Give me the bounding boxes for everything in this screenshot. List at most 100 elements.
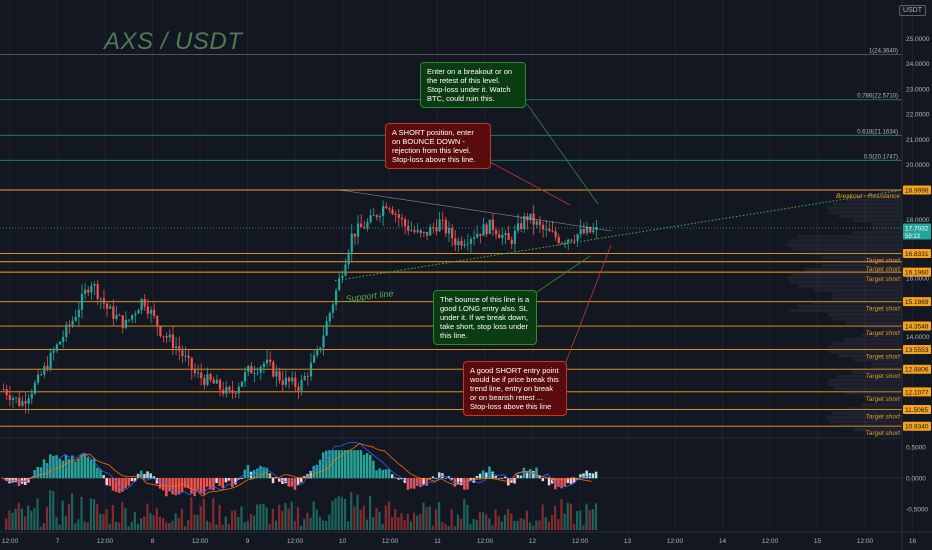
osc-histogram-bar — [337, 450, 341, 479]
level-label: Target short — [866, 276, 902, 283]
volume-bar — [262, 503, 265, 530]
volume-bar — [83, 521, 86, 530]
volume-profile-bar — [788, 308, 902, 313]
candle-body — [582, 229, 585, 234]
osc-histogram-bar — [456, 478, 460, 485]
candle-body — [203, 378, 206, 385]
osc-histogram-bar — [199, 478, 203, 494]
candle-body — [2, 389, 5, 390]
candle-body — [297, 386, 300, 391]
volume-bar — [519, 518, 522, 530]
osc-histogram-bar — [356, 450, 359, 479]
osc-histogram-bar — [118, 478, 121, 493]
volume-bar — [234, 510, 237, 530]
volume-bar — [246, 520, 249, 530]
volume-bar — [290, 501, 293, 530]
osc-histogram-bar — [343, 450, 347, 479]
volume-profile-bar — [789, 239, 902, 243]
volume-bar — [560, 499, 563, 530]
volume-bar — [563, 513, 566, 530]
osc-histogram-bar — [340, 450, 344, 479]
candle-body — [476, 233, 479, 238]
level-label: Target short — [866, 257, 902, 264]
volume-bar — [403, 520, 406, 530]
volume-profile-bar — [804, 267, 902, 272]
osc-histogram-bar — [541, 478, 545, 482]
osc-histogram-bar — [450, 478, 454, 480]
osc-histogram-bar — [516, 474, 519, 479]
candle-body — [206, 374, 209, 385]
volume-profile-bar — [832, 292, 902, 296]
candle-body — [438, 219, 441, 232]
volume-bar — [86, 522, 89, 530]
volume-bar — [447, 526, 450, 530]
volume-bar — [431, 525, 434, 530]
osc-histogram-bar — [77, 458, 80, 479]
candle-body — [535, 221, 538, 225]
volume-bar — [281, 510, 284, 530]
osc-histogram-bar — [281, 478, 284, 484]
osc-histogram-bar — [403, 478, 407, 483]
candle-body — [447, 228, 451, 234]
volume-bar — [434, 508, 438, 530]
price-tag — [903, 267, 931, 277]
x-tick-label: 13 — [624, 538, 632, 545]
volume-profile-bar — [812, 300, 902, 305]
osc-histogram-bar — [459, 478, 463, 486]
volume-bar — [155, 507, 158, 530]
candle-body — [429, 227, 432, 236]
currency-badge[interactable]: USDT — [898, 5, 926, 16]
candle-body — [190, 357, 193, 370]
osc-histogram-bar — [478, 473, 482, 479]
candle-body — [68, 324, 71, 326]
osc-histogram-bar — [130, 478, 134, 482]
candle-body — [463, 244, 466, 246]
volume-bar — [412, 512, 416, 530]
y-tick-label: 22.0000 — [906, 112, 930, 119]
volume-bar — [8, 510, 11, 530]
candle-body — [294, 377, 297, 387]
annotation-short-rejection[interactable]: A SHORT position, enter on BOUNCE DOWN -… — [385, 123, 491, 169]
volume-bar — [507, 509, 510, 530]
candle-body — [501, 234, 504, 238]
volume-bar — [494, 509, 497, 530]
x-tick-label: 11 — [434, 538, 441, 545]
candle-body — [215, 379, 218, 384]
osc-histogram-bar — [196, 478, 199, 490]
volume-bar — [469, 524, 472, 530]
annotation-breakout-entry[interactable]: Enter on a breakout or on the retest of … — [420, 62, 526, 108]
volume-profile-bar — [870, 366, 902, 370]
osc-histogram-bar — [406, 478, 410, 490]
candle-body — [84, 289, 87, 294]
pointer-short — [489, 161, 571, 206]
volume-profile-bar — [852, 231, 902, 235]
annotation-short-trendline-break[interactable]: A good SHORT entry point would be if pri… — [463, 361, 567, 416]
volume-bar — [158, 516, 162, 530]
volume-profile-bar — [832, 341, 902, 346]
candle-body — [237, 386, 240, 394]
candle-body — [494, 229, 498, 235]
fib-label: 1(24.3640) — [869, 48, 898, 54]
volume-bar — [271, 508, 274, 530]
level-label: Target short — [866, 353, 902, 360]
candle-body — [231, 390, 234, 393]
candle-body — [331, 304, 335, 313]
volume-bar — [438, 502, 441, 530]
candle-body — [77, 309, 80, 318]
annotation-support-bounce[interactable]: The bounce of this line is a good LONG e… — [433, 290, 537, 345]
volume-bar — [356, 494, 359, 530]
level-label: Target short — [866, 373, 902, 380]
candle-body — [74, 317, 77, 321]
osc-histogram-bar — [419, 478, 422, 488]
osc-tick-label: 0.0000 — [906, 476, 926, 483]
volume-bar — [171, 520, 174, 530]
volume-bar — [14, 508, 17, 530]
candle-body — [523, 216, 526, 230]
candle-body — [306, 376, 309, 377]
volume-profile-bar — [827, 345, 902, 350]
volume-bar — [416, 515, 419, 530]
candle-body — [222, 389, 225, 394]
volume-profile-bar — [829, 210, 902, 214]
volume-profile-bar — [833, 386, 902, 391]
